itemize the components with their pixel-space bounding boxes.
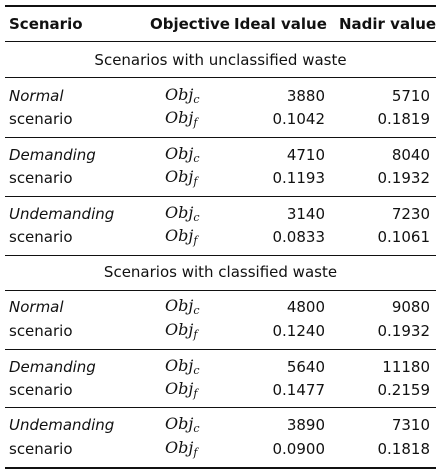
ideal-value: 3890 <box>286 416 325 434</box>
nadir-value: 0.1818 <box>377 440 431 458</box>
nadir-value: 0.1932 <box>377 322 431 340</box>
objective-f: Objf <box>165 108 198 130</box>
ideal-value: 0.1042 <box>272 110 326 128</box>
objective-cost: Objc <box>165 296 200 318</box>
scenario-sub: scenario <box>9 440 73 458</box>
scenario-name: Undemanding <box>9 416 115 434</box>
nadir-value: 7310 <box>391 416 430 434</box>
scenario-sub: scenario <box>9 169 73 187</box>
top-rule <box>5 5 436 7</box>
objective-f: Objf <box>165 379 198 401</box>
nadir-value: 11180 <box>382 358 430 376</box>
nadir-value: 8040 <box>391 146 430 164</box>
nadir-value: 0.1932 <box>377 169 431 187</box>
scenario-name: Normal <box>9 298 64 316</box>
bottom-rule <box>5 467 436 469</box>
objective-cost: Objc <box>165 144 200 166</box>
scenario-sub: scenario <box>9 110 73 128</box>
scenario-name: Demanding <box>9 358 96 376</box>
group-rule <box>5 137 436 138</box>
nadir-value: 5710 <box>391 87 430 105</box>
ideal-value: 4800 <box>286 298 325 316</box>
ideal-value: 0.0833 <box>272 228 326 246</box>
ideal-value: 4710 <box>286 146 325 164</box>
section-title: Scenarios with classified waste <box>103 263 338 281</box>
objective-f: Objf <box>165 167 198 189</box>
scenario-name: Normal <box>9 87 64 105</box>
objective-cost: Objc <box>165 414 200 436</box>
nadir-value: 0.1061 <box>377 228 431 246</box>
scenario-name: Demanding <box>9 146 96 164</box>
ideal-value: 3880 <box>286 87 325 105</box>
section-title: Scenarios with unclassified waste <box>94 51 347 69</box>
objective-f: Objf <box>165 226 198 248</box>
header-ideal: Ideal value <box>234 15 327 33</box>
scenario-sub: scenario <box>9 322 73 340</box>
objective-f: Objf <box>165 320 198 342</box>
ideal-value: 0.1240 <box>272 322 326 340</box>
objective-cost: Objc <box>165 203 200 225</box>
nadir-value: 0.1819 <box>377 110 431 128</box>
objective-f: Objf <box>165 438 198 460</box>
nadir-value: 0.2159 <box>377 381 431 399</box>
ideal-value: 0.1193 <box>272 169 326 187</box>
group-rule <box>5 196 436 197</box>
group-rule <box>5 349 436 350</box>
ideal-value: 5640 <box>286 358 325 376</box>
header-objective: Objective <box>150 15 230 33</box>
ideal-value: 3140 <box>286 205 325 223</box>
ideal-value: 0.1477 <box>272 381 326 399</box>
objective-cost: Objc <box>165 356 200 378</box>
scenario-sub: scenario <box>9 381 73 399</box>
header-scenario: Scenario <box>9 15 83 33</box>
nadir-value: 9080 <box>391 298 430 316</box>
header-rule <box>5 41 436 42</box>
group-rule <box>5 255 436 256</box>
nadir-value: 7230 <box>391 205 430 223</box>
objective-cost: Objc <box>165 85 200 107</box>
scenario-sub: scenario <box>9 228 73 246</box>
section-rule <box>5 290 436 291</box>
scenario-name: Undemanding <box>9 205 115 223</box>
group-rule <box>5 407 436 408</box>
section-rule <box>5 77 436 78</box>
header-nadir: Nadir value <box>339 15 437 33</box>
ideal-value: 0.0900 <box>272 440 326 458</box>
